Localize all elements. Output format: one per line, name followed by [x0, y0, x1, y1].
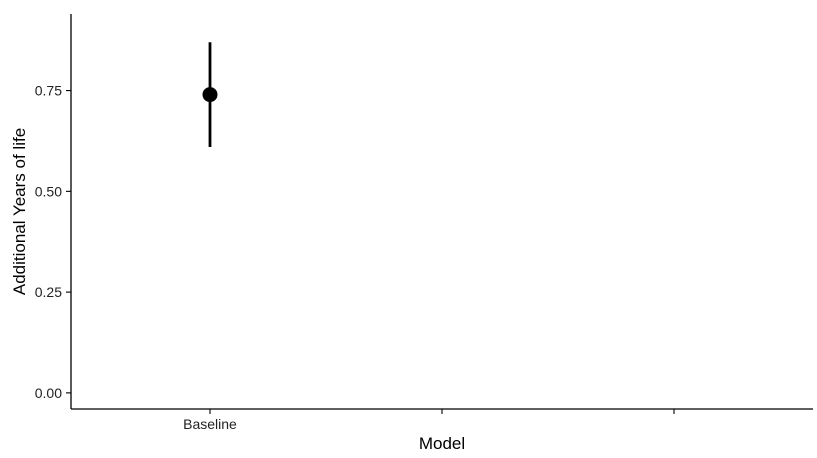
x-tick-label: Baseline: [183, 416, 237, 432]
y-tick-label: 0.50: [35, 183, 62, 199]
y-axis-title: Additional Years of life: [10, 128, 29, 295]
data-point: [202, 87, 218, 103]
y-tick-label: 0.75: [35, 83, 62, 99]
data-marks: [202, 42, 218, 148]
x-axis-title: Model: [419, 434, 465, 453]
y-tick-label: 0.00: [35, 385, 62, 401]
plot-area: 0.00 0.25 0.50 0.75 Baseline: [35, 14, 813, 432]
y-axis-ticks: 0.00 0.25 0.50 0.75: [35, 83, 71, 401]
y-tick-label: 0.25: [35, 284, 62, 300]
x-axis-ticks: Baseline: [183, 409, 675, 432]
